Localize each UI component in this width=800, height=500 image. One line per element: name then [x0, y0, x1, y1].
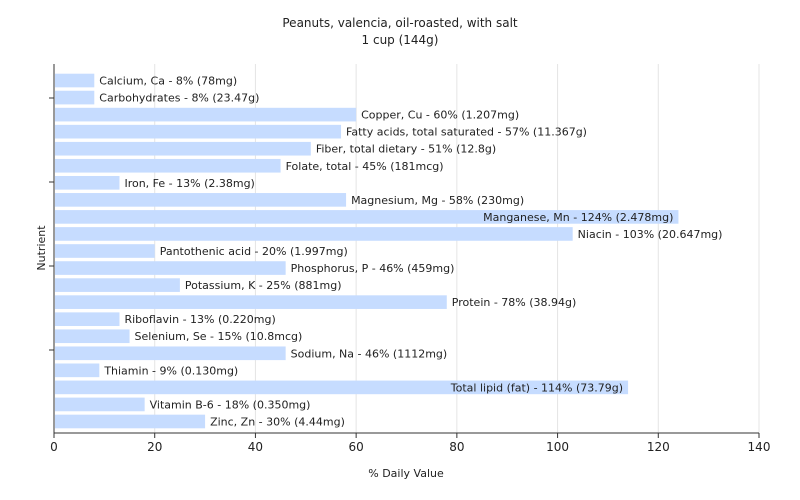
- bar: [55, 329, 130, 344]
- bar-label: Potassium, K - 25% (881mg): [185, 279, 342, 292]
- y-axis-label: Nutrient: [35, 225, 48, 271]
- bar: [55, 278, 180, 292]
- bar: [55, 210, 679, 224]
- chart-subtitle: 1 cup (144g): [362, 33, 439, 47]
- bar: [55, 141, 311, 156]
- bar-label: Folate, total - 45% (181mcg): [286, 160, 444, 173]
- bar-label: Calcium, Ca - 8% (78mg): [99, 75, 237, 88]
- bar: [55, 193, 347, 207]
- bar: [55, 346, 286, 361]
- bar: [55, 227, 573, 241]
- bar: [55, 397, 145, 412]
- bars: Calcium, Ca - 8% (78mg) Carbohydrates - 8…: [55, 73, 723, 429]
- bar-label: Manganese, Mn - 124% (2.478mg): [483, 211, 673, 224]
- x-tick-label: 80: [449, 440, 464, 454]
- bar: [55, 90, 95, 105]
- bar: [55, 380, 629, 395]
- bar: [55, 175, 120, 190]
- bar-label: Magnesium, Mg - 58% (230mg): [351, 194, 524, 207]
- bar: [55, 261, 286, 275]
- x-tick-label: 20: [147, 440, 162, 454]
- bar-label: Fiber, total dietary - 51% (12.8g): [316, 143, 496, 156]
- bar: [55, 363, 100, 378]
- x-tick-label: 0: [50, 440, 58, 454]
- bar: [55, 158, 281, 173]
- bar-label: Vitamin B-6 - 18% (0.350mg): [150, 398, 311, 411]
- bar-label: Zinc, Zn - 30% (4.44mg): [210, 415, 345, 428]
- bar-label: Thiamin - 9% (0.130mg): [103, 364, 238, 377]
- bar: [55, 107, 357, 122]
- bar-label: Total lipid (fat) - 114% (73.79g): [450, 381, 623, 394]
- bar: [55, 244, 155, 258]
- bar-label: Phosphorus, P - 46% (459mg): [291, 262, 455, 275]
- bar-label: Fatty acids, total saturated - 57% (11.3…: [346, 126, 587, 139]
- x-tick-label: 140: [748, 440, 771, 454]
- x-tick-label: 100: [546, 440, 569, 454]
- bar-label: Copper, Cu - 60% (1.207mg): [361, 109, 519, 122]
- bar-label: Protein - 78% (38.94g): [452, 296, 577, 309]
- bar: [55, 73, 95, 88]
- bar: [55, 414, 206, 429]
- bar-label: Carbohydrates - 8% (23.47g): [99, 92, 259, 105]
- axes: [49, 64, 759, 434]
- bar-label: Pantothenic acid - 20% (1.997mg): [160, 245, 348, 258]
- chart-title: Peanuts, valencia, oil-roasted, with sal…: [282, 16, 518, 30]
- x-axis-label: % Daily Value: [368, 467, 444, 480]
- bar: [55, 312, 120, 327]
- bar-label: Iron, Fe - 13% (2.38mg): [124, 177, 254, 190]
- bar: [55, 295, 447, 309]
- x-tick-label: 40: [248, 440, 263, 454]
- bar-label: Sodium, Na - 46% (1112mg): [291, 347, 448, 360]
- x-tick-label: 120: [647, 440, 670, 454]
- x-axis-ticks: 0 20 40 60 80 100 120 140: [50, 433, 770, 454]
- bar: [55, 124, 342, 139]
- bar-label: Selenium, Se - 15% (10.8mcg): [135, 330, 303, 343]
- bar-label: Niacin - 103% (20.647mg): [578, 228, 723, 241]
- x-tick-label: 60: [349, 440, 364, 454]
- bar-label: Riboflavin - 13% (0.220mg): [124, 313, 275, 326]
